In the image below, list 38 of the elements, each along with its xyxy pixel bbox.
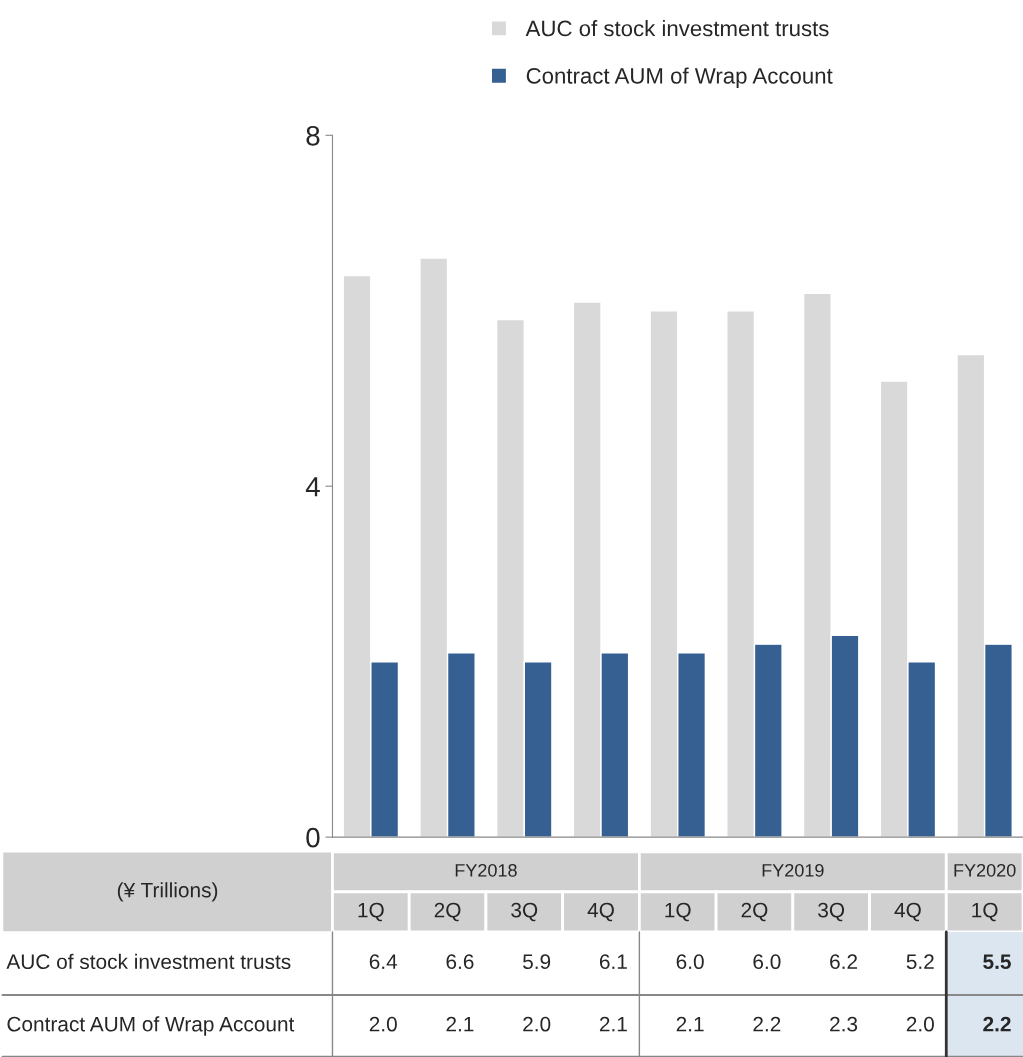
text: Contract AUM of Wrap Account: [7, 1016, 295, 1036]
x-tick-label: 1Q: [358, 902, 384, 922]
x-tick-label: 1Q: [665, 902, 691, 922]
data-label: 6.2: [830, 954, 857, 970]
text: FY2020: [954, 863, 1016, 877]
data-label: 6.4: [369, 954, 398, 970]
data-label: 2.0: [369, 1016, 397, 1032]
x-tick-label: 2Q: [741, 902, 768, 922]
x-tick-label: 2Q: [434, 902, 461, 922]
data-label: 2.2: [753, 1016, 781, 1032]
data-label: 2.1: [446, 1016, 474, 1032]
y-tick-label: 0: [306, 827, 320, 848]
data-label: 2.1: [676, 1016, 704, 1032]
x-tick-label: 4Q: [587, 902, 614, 922]
data-label: 2.0: [906, 1016, 934, 1032]
text: FY2018: [455, 863, 517, 877]
data-label: 2.2: [983, 1016, 1011, 1032]
x-tick-label: 3Q: [818, 902, 845, 922]
data-label: 6.6: [446, 954, 474, 970]
y-axis-title: (¥ Trillions): [117, 882, 218, 902]
x-tick-label: 4Q: [894, 902, 921, 922]
legend-label: AUC of stock investment trusts: [525, 20, 829, 37]
data-label: 2.3: [830, 1016, 858, 1032]
data-label: 6.0: [753, 954, 781, 970]
data-label: 5.2: [906, 954, 934, 970]
x-tick-label: 3Q: [511, 902, 538, 922]
data-label: 5.9: [523, 954, 551, 970]
data-label: 2.0: [523, 1016, 551, 1032]
data-label: 5.5: [983, 954, 1011, 970]
data-label: 6.0: [676, 954, 704, 970]
legend-label: Contract AUM of Wrap Account: [526, 67, 833, 89]
data-label: 2.1: [599, 1016, 627, 1032]
x-tick-label: 1Q: [972, 902, 998, 922]
y-tick-label: 4: [305, 477, 320, 497]
text: AUC of stock investment trusts: [6, 953, 291, 970]
text: FY2019: [762, 863, 824, 877]
y-tick-label: 8: [306, 125, 320, 146]
data-label: 6.1: [599, 954, 627, 970]
